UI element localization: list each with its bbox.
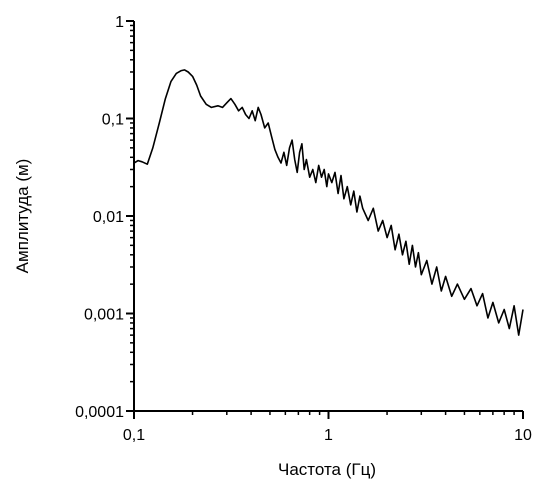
y-axis-title: Амплитуда (м): [13, 159, 32, 274]
y-tick-label: 0,001: [84, 307, 124, 324]
y-tick-label: 0,1: [102, 112, 124, 129]
y-axis: 0,0001 0,001 0,01 0,1 1: [75, 14, 135, 421]
plot-area: [133, 69, 524, 336]
x-axis-title: Частота (Гц): [278, 460, 376, 479]
y-tick-label: 0,0001: [75, 404, 124, 421]
x-tick-label: 1: [324, 427, 333, 444]
x-axis: 0,1 1 10: [123, 410, 532, 444]
y-tick-label: 0,01: [93, 209, 124, 226]
x-tick-label: 10: [514, 427, 532, 444]
spectrum-series-line: [133, 69, 524, 336]
x-tick-label: 0,1: [123, 427, 145, 444]
y-tick-label: 1: [115, 14, 124, 31]
